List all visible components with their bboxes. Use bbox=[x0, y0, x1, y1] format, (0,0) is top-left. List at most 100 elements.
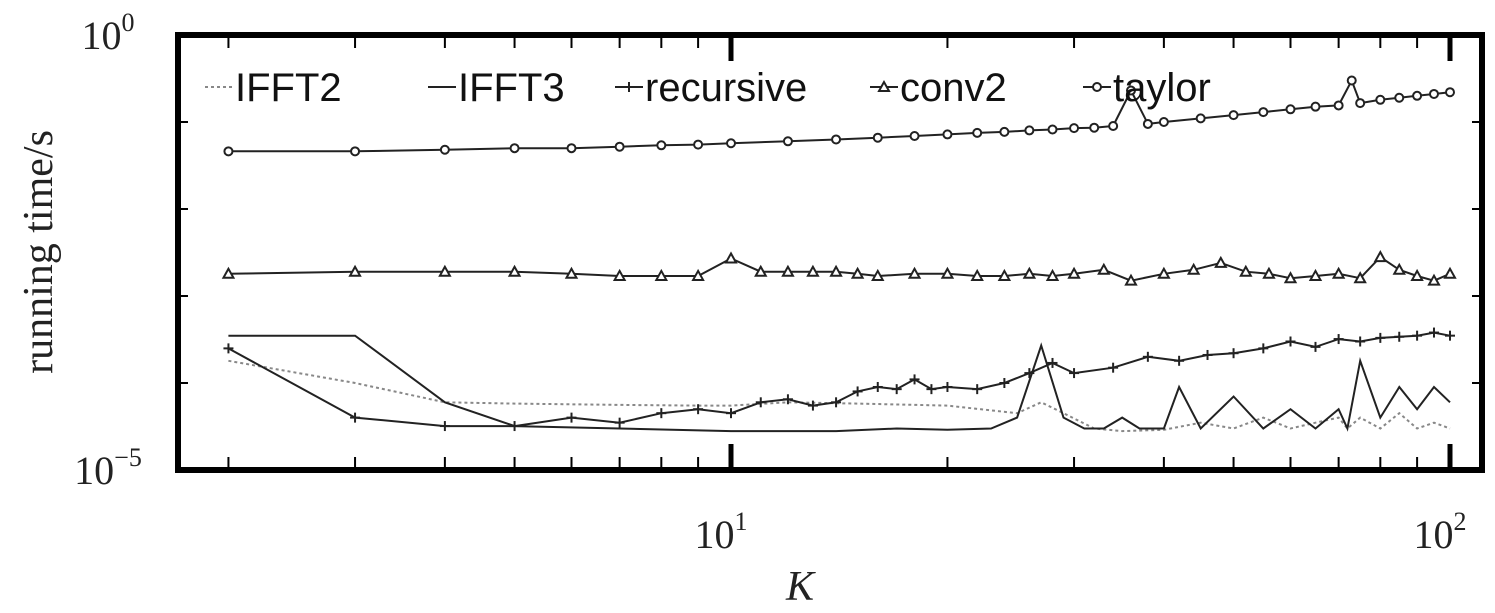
data-point-recursive bbox=[755, 397, 766, 408]
data-point-recursive bbox=[1258, 343, 1269, 354]
data-point-conv2 bbox=[1045, 268, 1060, 281]
data-point-conv2 bbox=[1353, 271, 1367, 284]
data-point-recursive bbox=[1333, 334, 1344, 345]
data-point-recursive bbox=[614, 417, 625, 428]
data-point-taylor bbox=[1394, 92, 1405, 103]
data-point-conv2 bbox=[754, 264, 768, 277]
y-tick-label: 100 bbox=[82, 8, 135, 58]
plot-frame bbox=[175, 32, 1485, 473]
data-point-conv2 bbox=[221, 266, 236, 279]
data-point-conv2 bbox=[907, 266, 922, 279]
series-IFFT2 bbox=[228, 359, 1451, 433]
data-point-taylor bbox=[1158, 117, 1169, 127]
data-point-taylor bbox=[1346, 75, 1357, 86]
data-point-conv2 bbox=[1331, 266, 1346, 279]
data-point-recursive bbox=[566, 412, 577, 423]
data-point-taylor bbox=[909, 131, 920, 142]
x-tick-label: 102 bbox=[1414, 507, 1467, 557]
data-point-recursive bbox=[1202, 349, 1213, 360]
legend-marker bbox=[624, 82, 634, 92]
data-point-taylor bbox=[1069, 123, 1080, 134]
data-point-recursive bbox=[509, 421, 520, 432]
x-axis-label: K bbox=[785, 564, 816, 610]
data-point-recursive bbox=[1069, 368, 1080, 379]
data-point-taylor bbox=[1258, 107, 1269, 118]
data-point-taylor bbox=[1428, 88, 1439, 99]
data-point-recursive bbox=[1024, 368, 1035, 379]
data-point-taylor bbox=[999, 126, 1010, 137]
data-point-recursive bbox=[1174, 355, 1185, 366]
data-point-taylor bbox=[509, 143, 520, 154]
legend-item-IFFT2: IFFT2 bbox=[205, 66, 342, 110]
data-point-recursive bbox=[1428, 327, 1439, 338]
series-taylor bbox=[223, 75, 1455, 157]
y-axis-label: running time/s bbox=[16, 130, 62, 374]
data-point-taylor bbox=[1333, 100, 1344, 111]
data-point-recursive bbox=[1108, 362, 1119, 373]
data-point-conv2 bbox=[1097, 262, 1111, 275]
data-point-taylor bbox=[1089, 122, 1100, 133]
data-point-recursive bbox=[831, 397, 842, 408]
data-point-conv2 bbox=[1067, 266, 1081, 279]
series-line-IFFT3 bbox=[228, 334, 1451, 433]
data-point-taylor bbox=[656, 140, 667, 151]
data-point-recursive bbox=[726, 408, 736, 419]
data-point-recursive bbox=[909, 374, 920, 385]
data-point-recursive bbox=[1310, 341, 1321, 352]
data-point-taylor bbox=[1445, 87, 1455, 98]
y-axis-ticks: 10−5 100 bbox=[74, 8, 1482, 493]
data-point-recursive bbox=[972, 384, 983, 395]
data-point-conv2 bbox=[1443, 266, 1457, 279]
data-point-recursive bbox=[1285, 336, 1296, 347]
data-point-conv2 bbox=[612, 268, 627, 281]
y-tick-label: 10−5 bbox=[74, 443, 142, 493]
data-point-taylor bbox=[1310, 101, 1321, 112]
x-axis-ticks: 101 102 bbox=[227, 35, 1467, 557]
series-layer bbox=[221, 75, 1457, 433]
legend-label: IFFT2 bbox=[235, 66, 342, 110]
legend-marker bbox=[877, 79, 891, 92]
data-point-recursive bbox=[350, 412, 361, 423]
legend-item-taylor: taylor bbox=[1083, 66, 1211, 110]
data-point-conv2 bbox=[1022, 266, 1037, 279]
data-point-conv2 bbox=[850, 266, 865, 279]
data-point-recursive bbox=[1394, 331, 1405, 342]
data-point-conv2 bbox=[1373, 250, 1388, 263]
data-point-conv2 bbox=[829, 264, 843, 277]
legend-label: IFFT3 bbox=[458, 66, 565, 110]
data-point-taylor bbox=[831, 134, 842, 145]
series-IFFT3 bbox=[228, 334, 1451, 433]
legend-label: recursive bbox=[645, 66, 807, 110]
data-point-taylor bbox=[1125, 85, 1136, 96]
legend-item-recursive: recursive bbox=[615, 66, 807, 110]
series-line-IFFT2 bbox=[228, 359, 1451, 433]
data-point-taylor bbox=[1375, 94, 1386, 105]
data-point-conv2 bbox=[1157, 266, 1171, 279]
data-point-taylor bbox=[1024, 125, 1035, 136]
data-point-conv2 bbox=[1308, 268, 1323, 281]
data-point-recursive bbox=[999, 378, 1010, 388]
series-line-recursive bbox=[227, 331, 1451, 428]
legend: IFFT2 IFFT3 recursive conv2 taylor bbox=[205, 66, 1211, 110]
data-point-recursive bbox=[1228, 348, 1239, 359]
legend-item-IFFT3: IFFT3 bbox=[428, 66, 565, 110]
data-point-recursive bbox=[891, 384, 902, 395]
data-point-taylor bbox=[223, 146, 234, 157]
data-point-recursive bbox=[872, 381, 883, 392]
legend-marker bbox=[1092, 82, 1102, 92]
data-point-conv2 bbox=[1124, 273, 1138, 286]
data-point-taylor bbox=[1142, 118, 1153, 129]
series-conv2 bbox=[221, 250, 1457, 286]
data-point-recursive bbox=[1412, 330, 1423, 341]
data-point-conv2 bbox=[1262, 266, 1276, 279]
data-point-conv2 bbox=[1392, 262, 1406, 275]
legend-label: conv2 bbox=[900, 66, 1007, 110]
data-point-taylor bbox=[1228, 110, 1239, 121]
data-point-conv2 bbox=[348, 264, 362, 277]
data-point-conv2 bbox=[438, 264, 452, 277]
data-point-taylor bbox=[693, 139, 704, 150]
data-point-recursive bbox=[1142, 351, 1153, 362]
data-point-recursive bbox=[223, 343, 234, 354]
data-point-taylor bbox=[1195, 113, 1206, 124]
